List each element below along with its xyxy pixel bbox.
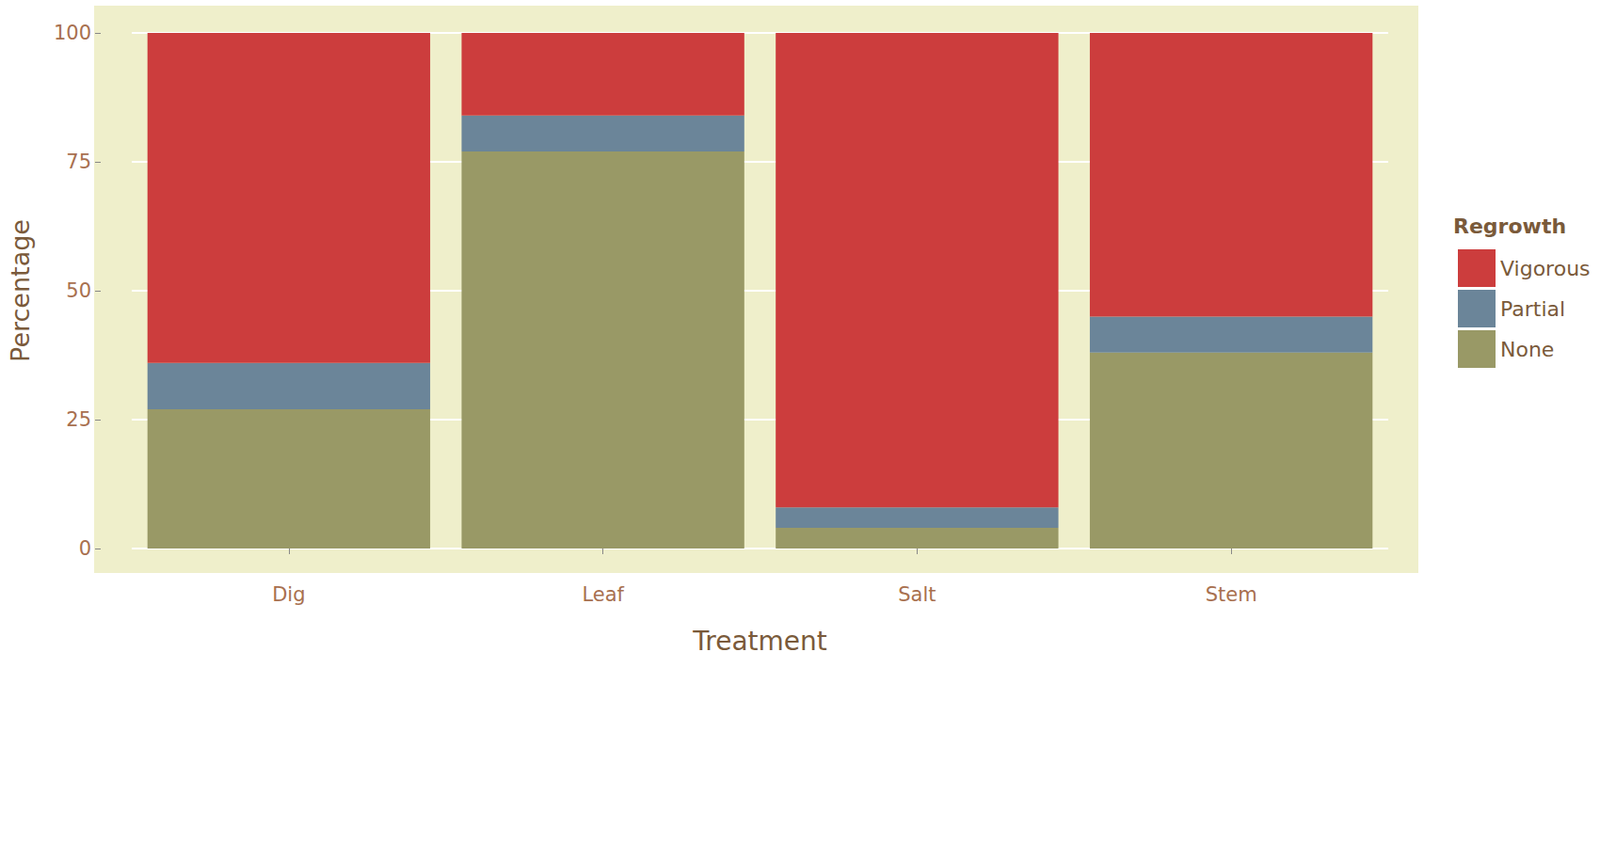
svg-text:25: 25 (65, 408, 92, 432)
svg-text:Stem: Stem (1205, 583, 1258, 607)
svg-text:None: None (1500, 337, 1554, 362)
svg-text:50: 50 (65, 279, 92, 303)
svg-text:Vigorous: Vigorous (1500, 256, 1591, 281)
svg-text:0: 0 (79, 537, 92, 560)
svg-text:Leaf: Leaf (581, 583, 624, 607)
svg-text:Percentage: Percentage (5, 219, 35, 363)
svg-text:Partial: Partial (1500, 297, 1566, 321)
svg-text:Treatment: Treatment (691, 625, 827, 657)
svg-text:75: 75 (65, 150, 92, 174)
svg-text:100: 100 (53, 21, 92, 45)
svg-text:Dig: Dig (272, 583, 305, 607)
svg-text:Regrowth: Regrowth (1453, 214, 1567, 239)
svg-text:Salt: Salt (897, 583, 936, 607)
